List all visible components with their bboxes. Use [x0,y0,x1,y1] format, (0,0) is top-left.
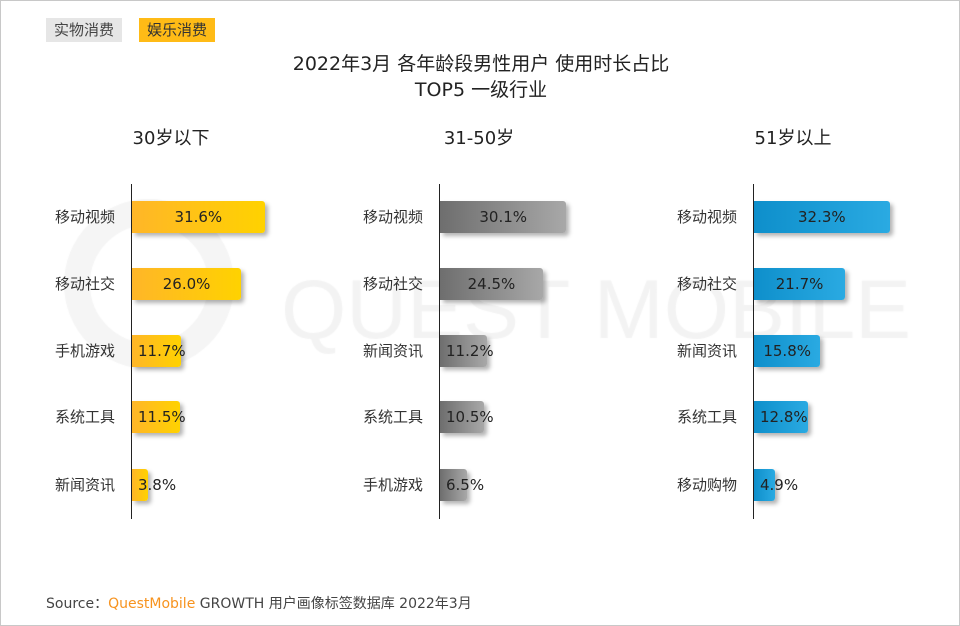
category-label: 移动社交 [54,275,115,293]
data-label: 24.5% [467,275,516,293]
bar [754,268,846,300]
category-label: 新闻资讯 [676,342,737,360]
bar [754,335,821,367]
panel-title: 51岁以上 [754,128,832,149]
category-label: 系统工具 [362,408,423,426]
source-rest: GROWTH 用户画像标签数据库 2022年3月 [199,596,472,612]
axis-line [439,184,440,519]
panel-title: 30岁以下 [132,128,210,149]
bar [440,469,468,501]
category-label: 移动视频 [676,208,737,226]
panel-title: 31-50岁 [443,128,515,149]
title-line2: TOP5 一级行业 [414,79,548,101]
category-label: 系统工具 [54,408,115,426]
bar [440,268,543,300]
axis-line [753,184,754,519]
data-label: 4.9% [760,476,799,494]
tab-entertainment-consumption[interactable]: 娱乐消费 [139,18,216,42]
bar [440,201,567,233]
bar [754,201,890,233]
axis-line [131,184,132,519]
category-label: 移动社交 [362,275,423,293]
data-label: 11.5% [138,408,186,426]
data-label: 11.2% [446,342,494,360]
category-label: 移动社交 [676,275,737,293]
data-label: 32.3% [798,208,846,226]
data-label: 31.6% [174,208,223,226]
tab-physical-consumption[interactable]: 实物消费 [46,18,123,42]
bar [132,401,181,433]
chart-title: 2022年3月 各年龄段男性用户 使用时长占比 TOP5 一级行业 [1,51,959,103]
data-label: 15.8% [763,342,811,360]
bar [132,201,265,233]
category-label: 手机游戏 [54,342,115,360]
data-label: 11.7% [138,342,186,360]
bar [132,469,148,501]
bar [754,469,775,501]
bar [440,401,485,433]
category-label: 新闻资讯 [54,476,115,494]
category-label: 系统工具 [676,408,737,426]
source-brand: QuestMobile [108,596,196,612]
data-label: 30.1% [479,208,528,226]
data-label: 6.5% [446,476,485,494]
title-line1: 2022年3月 各年龄段男性用户 使用时长占比 [292,53,670,75]
data-label: 12.8% [760,408,808,426]
category-label: 手机游戏 [362,476,423,494]
category-label: 移动视频 [362,208,423,226]
data-label: 26.0% [162,275,211,293]
category-label: 移动购物 [676,476,737,494]
data-label: 21.7% [775,275,824,293]
bar [754,401,808,433]
bar [132,268,242,300]
bar [440,335,488,367]
source-prefix: Source： [46,596,109,612]
category-label: 新闻资讯 [362,342,423,360]
bar [132,335,182,367]
category-label: 移动视频 [54,208,115,226]
source-note: Source：QuestMobile GROWTH 用户画像标签数据库 2022… [46,593,472,613]
data-label: 3.8% [138,476,177,494]
data-label: 10.5% [446,408,494,426]
